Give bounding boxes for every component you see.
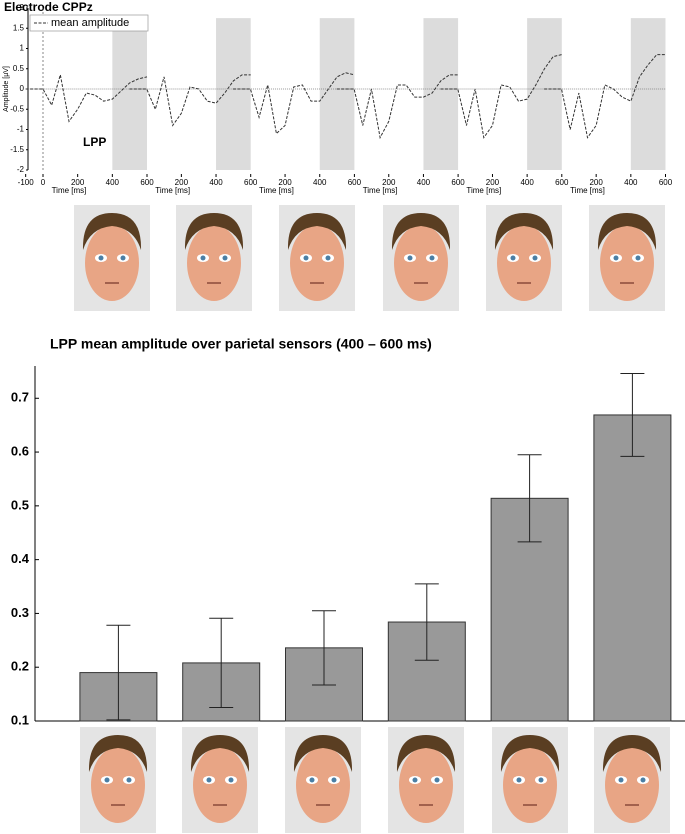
amplitude-line [336, 74, 459, 140]
y-tick-label: 0.4 [11, 551, 30, 566]
y-tick-label: 1 [20, 44, 25, 53]
y-tick-label: 0.2 [11, 659, 29, 674]
amplitude-line [129, 74, 251, 127]
x-tick-label: 400 [106, 178, 120, 187]
x-tick-label: 200 [589, 178, 603, 187]
annotation: LPP [83, 135, 106, 149]
highlight [527, 18, 562, 170]
x-tick-label: 400 [624, 178, 638, 187]
y-tick-label: 0.3 [11, 605, 29, 620]
y-tick-label: -2 [17, 165, 25, 174]
y-tick-label: -1 [17, 125, 25, 134]
title: Electrode CPPz [4, 0, 93, 14]
x-tick-label: 600 [244, 178, 258, 187]
y-tick-label: 0.5 [11, 497, 29, 512]
x-tick-label: -100 [18, 178, 35, 187]
x-tick-label: 400 [417, 178, 431, 187]
x-axis-label: Time [ms] [363, 186, 398, 195]
x-axis-label: Time [ms] [466, 186, 501, 195]
x-axis-label: Time [ms] [52, 186, 87, 195]
x-tick-label: 200 [278, 178, 292, 187]
highlight [216, 18, 251, 170]
x-tick-label: 600 [659, 178, 673, 187]
bar [593, 414, 672, 722]
amplitude-line [233, 72, 355, 135]
x-tick-label: 400 [209, 178, 223, 187]
x-tick-label: 200 [175, 178, 189, 187]
legend-label: mean amplitude [51, 17, 129, 29]
faces-bottom [79, 726, 671, 834]
highlight [423, 18, 459, 170]
amplitude-line [25, 74, 148, 123]
y-tick-label: 0 [20, 84, 25, 93]
x-tick-label: 400 [520, 178, 534, 187]
x-tick-label: 600 [348, 178, 362, 187]
highlight [319, 18, 355, 170]
y-tick-label: 2 [20, 3, 25, 12]
x-axis-label: Time [ms] [570, 186, 605, 195]
title: LPP mean amplitude over parietal sensors… [50, 336, 432, 352]
legend-box [29, 14, 149, 32]
x-tick-label: 0 [41, 178, 46, 187]
x-tick-label: 600 [451, 178, 465, 187]
y-tick-label: 0.1 [11, 712, 29, 727]
y-tick-label: 0.5 [13, 64, 25, 73]
x-tick-label: 600 [555, 178, 569, 187]
highlight [630, 18, 666, 170]
x-tick-label: 200 [486, 178, 500, 187]
faces-top [73, 204, 666, 312]
x-axis-label: Time [ms] [155, 186, 190, 195]
highlight [112, 18, 147, 170]
amplitude-line [440, 54, 562, 139]
x-tick-label: 200 [382, 178, 396, 187]
y-tick-label: 1.5 [13, 23, 25, 32]
y-tick-label: -1.5 [10, 145, 24, 154]
x-tick-label: 200 [71, 178, 85, 187]
y-axis-label: Amplitude [µV] [3, 66, 10, 112]
x-axis-label: Time [ms] [259, 186, 294, 195]
y-tick-label: 0.7 [11, 390, 29, 405]
y-tick-label: 0.6 [11, 443, 29, 458]
x-tick-label: 600 [140, 178, 154, 187]
x-tick-label: 400 [313, 178, 327, 187]
y-tick-label: -0.5 [10, 104, 24, 113]
